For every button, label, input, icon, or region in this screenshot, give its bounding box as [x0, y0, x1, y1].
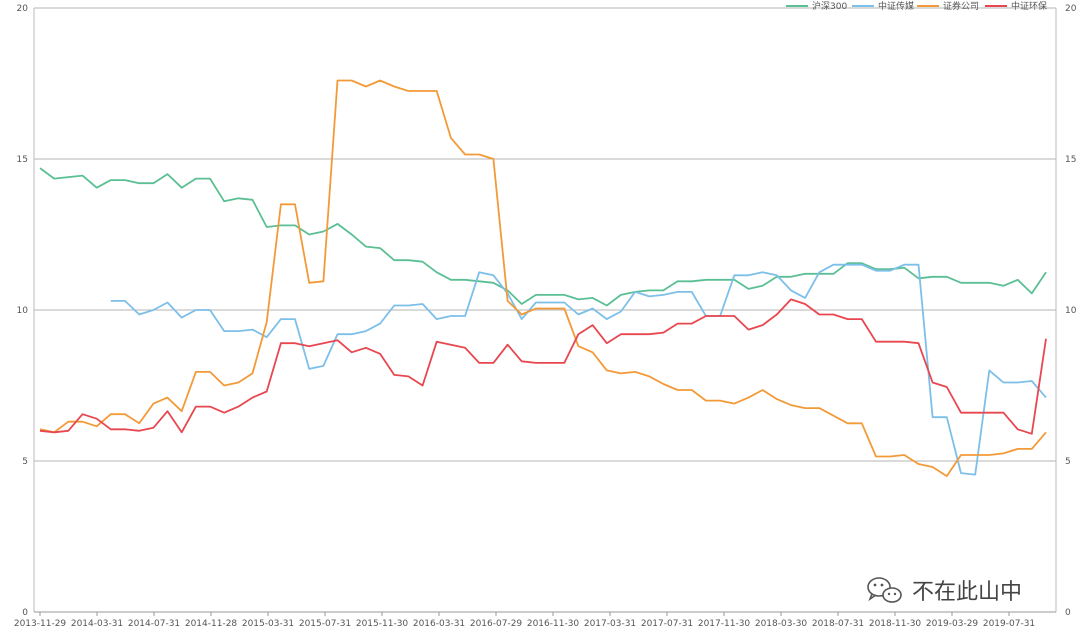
x-tick-label: 2019-07-31 — [983, 619, 1035, 629]
x-tick-label: 2016-07-29 — [470, 619, 523, 629]
legend: 沪深300 中证传媒 证券公司 中证环保 — [786, 0, 1047, 12]
wechat-logo-icon — [867, 577, 902, 603]
x-tick-label: 2017-11-30 — [698, 619, 751, 629]
y-tick-label: 10 — [17, 306, 29, 316]
x-tick-label: 2015-03-31 — [242, 619, 294, 629]
watermark-text: 不在此山中 — [912, 580, 1022, 605]
right-y-tick-label: 0 — [1065, 608, 1071, 618]
x-tick-label: 2014-11-28 — [185, 619, 238, 629]
left-y-ticks: 0 5 10 15 20 — [17, 4, 29, 618]
right-y-tick-label: 10 — [1065, 306, 1077, 316]
y-tick-label: 20 — [17, 4, 29, 14]
x-tick-label: 2014-03-31 — [71, 619, 123, 629]
series-lines — [39, 79, 1047, 477]
legend-label: 证券公司 — [943, 0, 979, 12]
x-tick-label: 2018-03-30 — [755, 619, 808, 629]
x-tick-label: 2015-07-31 — [299, 619, 351, 629]
legend-label: 中证环保 — [1011, 0, 1047, 12]
grid-lines — [34, 7, 1056, 462]
legend-label: 中证传媒 — [878, 0, 914, 12]
x-tick-label: 2016-11-30 — [527, 619, 580, 629]
series-line-1 — [110, 263, 1047, 476]
x-tick-label: 2014-07-31 — [128, 619, 180, 629]
y-tick-label: 0 — [22, 608, 28, 618]
x-tick-label: 2019-03-29 — [926, 619, 979, 629]
legend-label: 沪深300 — [812, 0, 847, 12]
x-tick-label: 2018-07-31 — [812, 619, 864, 629]
series-line-2 — [39, 79, 1047, 477]
x-tick-label: 2018-11-30 — [869, 619, 922, 629]
x-tick-label: 2017-07-31 — [641, 619, 693, 629]
series-line-3 — [39, 298, 1047, 435]
x-tick-label: 2016-03-31 — [413, 619, 465, 629]
x-tick-label: 2017-03-31 — [584, 619, 636, 629]
y-tick-label: 15 — [17, 155, 28, 165]
x-tick-label: 2015-11-30 — [356, 619, 409, 629]
x-ticks: 2013-11-29 2014-03-31 2014-07-31 2014-11-28… — [14, 612, 1035, 629]
watermark: 不在此山中 — [867, 577, 1022, 605]
right-y-tick-label: 15 — [1065, 155, 1076, 165]
x-tick-label: 2013-11-29 — [14, 619, 67, 629]
right-y-tick-label: 5 — [1065, 457, 1071, 467]
right-y-ticks: 0 5 10 15 20 — [1065, 4, 1077, 618]
series-line-0 — [39, 167, 1047, 307]
right-y-tick-label: 20 — [1065, 4, 1077, 14]
y-tick-label: 5 — [22, 457, 28, 467]
